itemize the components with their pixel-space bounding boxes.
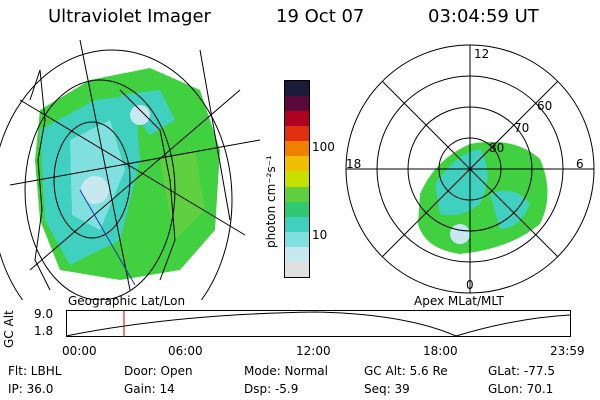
altitude-plot [66, 310, 571, 337]
x-tick-0600: 06:00 [168, 344, 203, 358]
info-mode: Mode: Normal [244, 364, 328, 378]
apex-panel-label: Apex MLat/MLT [414, 294, 504, 308]
altitude-ylabel: GC Alt [2, 310, 16, 348]
info-gain: Gain: 14 [124, 382, 175, 396]
lat-60: 60 [537, 99, 552, 113]
geo-aurora-image [35, 68, 220, 280]
info-seq: Seq: 39 [364, 382, 410, 396]
colorbar-stripe [285, 156, 309, 172]
info-glon: GLon: 70.1 [488, 382, 554, 396]
colorbar-stripe [285, 261, 309, 278]
colorbar-stripe [285, 216, 309, 232]
coastline-east [119, 89, 176, 281]
geo-grid [0, 40, 261, 300]
track-line [79, 189, 136, 286]
colorbar-stripe [285, 126, 309, 142]
geographic-image-panel [0, 40, 261, 300]
apex-aurora-image [418, 141, 548, 254]
coastline [29, 69, 51, 291]
lat-70: 70 [514, 121, 529, 135]
mlt-18: 18 [346, 157, 361, 171]
altitude-tick-top: 9.0 [34, 307, 54, 321]
altitude-curve [66, 311, 571, 337]
mlt-0: 0 [466, 278, 474, 292]
info-ip: IP: 36.0 [8, 382, 54, 396]
colorbar-stripe [285, 186, 309, 202]
apex-grid [345, 44, 595, 294]
mlt-12: 12 [474, 47, 489, 61]
info-dsp: Dsp: -5.9 [244, 382, 299, 396]
colorbar-stripe [285, 201, 309, 217]
colorbar-stripe [285, 81, 309, 97]
date-label: 19 Oct 07 [276, 6, 365, 27]
apex-polar-plot: 12 18 6 0 60 70 80 [345, 44, 595, 294]
colorbar-tick-100: 100 [312, 140, 335, 154]
colorbar-stripe [285, 231, 309, 247]
colorbar-stripe [285, 141, 309, 157]
x-tick-2359: 23:59 [550, 344, 585, 358]
info-gc-alt: GC Alt: 5.6 Re [364, 364, 448, 378]
info-glat: GLat: -77.5 [488, 364, 555, 378]
x-tick-1200: 12:00 [296, 344, 331, 358]
colorbar [284, 80, 310, 278]
colorbar-stripe [285, 171, 309, 187]
info-flt: Flt: LBHL [8, 364, 62, 378]
x-tick-1800: 18:00 [423, 344, 458, 358]
instrument-title: Ultraviolet Imager [48, 6, 211, 27]
x-tick-0000: 00:00 [62, 344, 97, 358]
mlt-6: 6 [576, 157, 584, 171]
lat-80: 80 [489, 141, 504, 155]
colorbar-stripe [285, 111, 309, 127]
colorbar-stripe [285, 246, 309, 262]
altitude-tick-bottom: 1.8 [34, 324, 54, 338]
geo-panel-label: Geographic Lat/Lon [68, 294, 186, 308]
colorbar-unit-label: photon cm⁻²s⁻¹ [264, 155, 278, 248]
info-door: Door: Open [124, 364, 193, 378]
colorbar-stripe [285, 96, 309, 112]
time-label: 03:04:59 UT [428, 6, 539, 27]
colorbar-tick-10: 10 [312, 228, 328, 242]
